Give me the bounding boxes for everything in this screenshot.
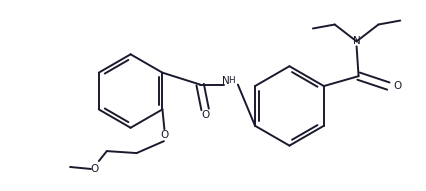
Text: O: O xyxy=(393,81,401,91)
Text: O: O xyxy=(91,164,99,174)
Text: N: N xyxy=(222,76,230,86)
Text: H: H xyxy=(229,76,235,85)
Text: O: O xyxy=(201,110,209,120)
Text: O: O xyxy=(160,130,169,140)
Text: N: N xyxy=(353,36,360,46)
